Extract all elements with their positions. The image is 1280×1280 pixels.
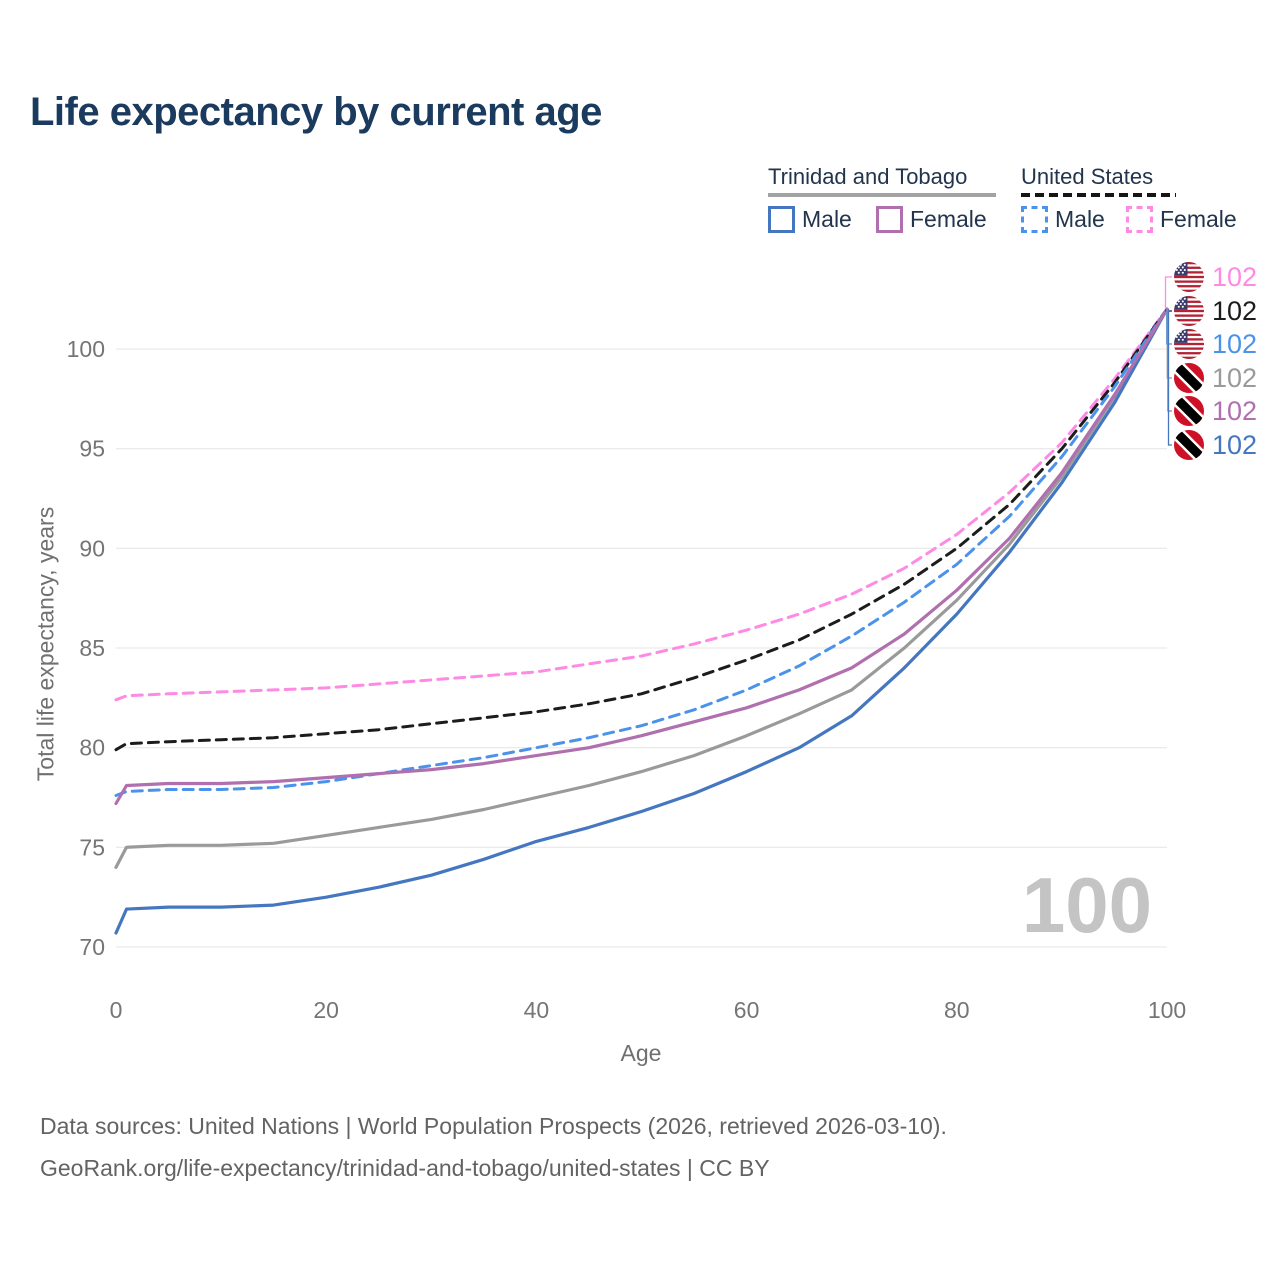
y-tick-80: 80 [79, 735, 105, 761]
legend-group-trinidad-and-tobago: Trinidad and Tobago [768, 164, 996, 197]
legend-header-trinidad-and-tobago[interactable]: Trinidad and Tobago [768, 164, 968, 189]
us-flag-icon [1174, 296, 1204, 326]
axis-tick-labels: 70 75 80 85 90 95 100 0 20 40 60 80 100 [67, 336, 1187, 1023]
end-value-trinidad-and-tobago-female: 102 [1212, 396, 1257, 426]
x-tick-80: 80 [944, 997, 970, 1023]
y-tick-90: 90 [79, 535, 105, 561]
tt-flag-icon [1173, 362, 1205, 394]
footer-data-sources: Data sources: United Nations | World Pop… [40, 1113, 947, 1139]
footer-attribution: GeoRank.org/life-expectancy/trinidad-and… [40, 1154, 770, 1181]
legend-label-us-male: Male [1055, 206, 1105, 232]
tt-flag-icon [1173, 429, 1205, 461]
legend-item-tt-male[interactable]: Male [768, 206, 852, 233]
leader-line-us-0 [1164, 276, 1172, 310]
legend-line-sample-solid [768, 193, 996, 197]
x-tick-40: 40 [524, 997, 550, 1023]
legend-swatch-tt-female [876, 206, 903, 233]
legend-swatch-us-female [1126, 206, 1153, 233]
x-tick-20: 20 [313, 997, 339, 1023]
current-age-watermark: 100 [1021, 861, 1152, 949]
end-value-trinidad-and-tobago-all: 102 [1212, 363, 1257, 393]
legend-line-sample-dashed [1021, 193, 1176, 197]
legend-item-us-male[interactable]: Male [1021, 206, 1105, 233]
chart-line-trinidad-and-tobago-female [114, 307, 1169, 806]
legend-label-us-female: Female [1160, 206, 1237, 232]
us-flag-icon [1174, 329, 1204, 359]
y-tick-75: 75 [79, 834, 105, 860]
end-value-united-states-all: 102 [1212, 296, 1257, 326]
chart-line-trinidad-and-tobago-all [114, 307, 1169, 869]
page-title: Life expectancy by current age [30, 90, 602, 134]
y-axis-title: Total life expectancy, years [32, 506, 59, 782]
end-value-united-states-female: 102 [1212, 262, 1257, 292]
x-axis-title: Age [620, 1040, 662, 1066]
y-tick-85: 85 [79, 635, 105, 661]
chart-line-united-states-male [114, 307, 1169, 797]
y-tick-70: 70 [79, 934, 105, 960]
chart-line-trinidad-and-tobago-male [114, 307, 1169, 935]
legend-label-tt-male: Male [802, 206, 852, 232]
tt-flag-icon [1173, 395, 1205, 427]
end-value-trinidad-and-tobago-male: 102 [1212, 430, 1257, 460]
end-value-united-states-male: 102 [1212, 329, 1257, 359]
legend-item-us-female[interactable]: Female [1126, 206, 1237, 233]
us-flag-icon [1174, 262, 1204, 292]
y-tick-100: 100 [67, 336, 105, 362]
y-tick-95: 95 [79, 436, 105, 462]
leader-line-tt-5 [1167, 309, 1172, 446]
x-tick-60: 60 [734, 997, 760, 1023]
footer: Data sources: United Nations | World Pop… [40, 1106, 947, 1190]
gridlines [116, 348, 1167, 948]
chart-series-lines [114, 307, 1169, 935]
x-tick-0: 0 [110, 997, 123, 1023]
legend-swatch-tt-male [768, 206, 795, 233]
legend-label-tt-female: Female [910, 206, 987, 232]
chart-line-united-states-all [114, 307, 1169, 752]
legend-swatch-us-male [1021, 206, 1048, 233]
chart-line-united-states-female [114, 307, 1169, 702]
legend-group-united-states: United States [1021, 164, 1176, 197]
legend-header-united-states[interactable]: United States [1021, 164, 1154, 189]
legend-item-tt-female[interactable]: Female [876, 206, 987, 233]
x-tick-100: 100 [1148, 997, 1186, 1023]
